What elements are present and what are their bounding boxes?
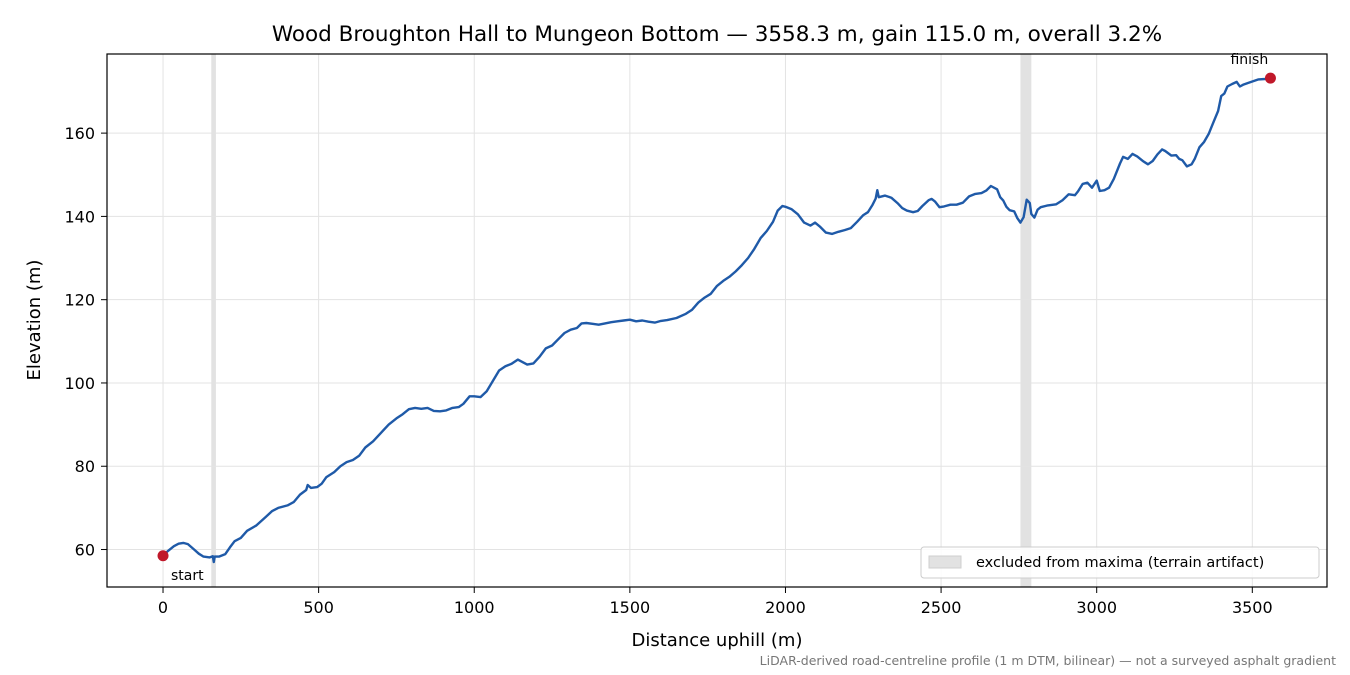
- x-axis-label: Distance uphill (m): [632, 630, 803, 651]
- chart-title: Wood Broughton Hall to Mungeon Bottom — …: [272, 22, 1162, 47]
- x-tick-label: 3500: [1232, 598, 1273, 617]
- y-tick-label: 60: [75, 541, 95, 560]
- markers: start finish: [157, 52, 1276, 584]
- x-tick-label: 1500: [609, 598, 650, 617]
- legend: excluded from maxima (terrain artifact): [920, 546, 1320, 579]
- x-tick-label: 500: [303, 598, 334, 617]
- elevation-line: [161, 77, 1272, 564]
- legend-label: excluded from maxima (terrain artifact): [976, 555, 1264, 571]
- excluded-band-1: [1020, 54, 1032, 587]
- finish-label: finish: [1230, 52, 1268, 68]
- y-tick-label: 140: [64, 207, 95, 226]
- footnote: LiDAR-derived road-centreline profile (1…: [760, 653, 1336, 668]
- x-tick-label: 2500: [921, 598, 962, 617]
- x-tick-label: 3000: [1076, 598, 1117, 617]
- y-axis-ticks: 60 80 100 120 140 160: [64, 124, 107, 560]
- y-tick-label: 80: [75, 457, 95, 476]
- x-axis-ticks: 0 500 1000 1500 2000 2500 3000 3500: [158, 587, 1273, 617]
- grid: [107, 54, 1327, 587]
- y-tick-label: 100: [64, 374, 95, 393]
- elevation-series: [161, 77, 1272, 564]
- excluded-band-0: [211, 54, 216, 587]
- y-tick-label: 120: [64, 291, 95, 310]
- y-axis-label: Elevation (m): [24, 260, 45, 381]
- plot-frame: [106, 53, 1328, 588]
- y-tick-label: 160: [64, 124, 95, 143]
- start-marker: [157, 550, 169, 562]
- legend-swatch: [928, 555, 962, 569]
- finish-marker: [1264, 72, 1276, 84]
- start-label: start: [171, 568, 204, 584]
- x-tick-label: 2000: [765, 598, 806, 617]
- legend-box: [920, 546, 1320, 579]
- x-tick-label: 1000: [454, 598, 495, 617]
- x-tick-label: 0: [158, 598, 168, 617]
- excluded-bands: [211, 54, 1032, 587]
